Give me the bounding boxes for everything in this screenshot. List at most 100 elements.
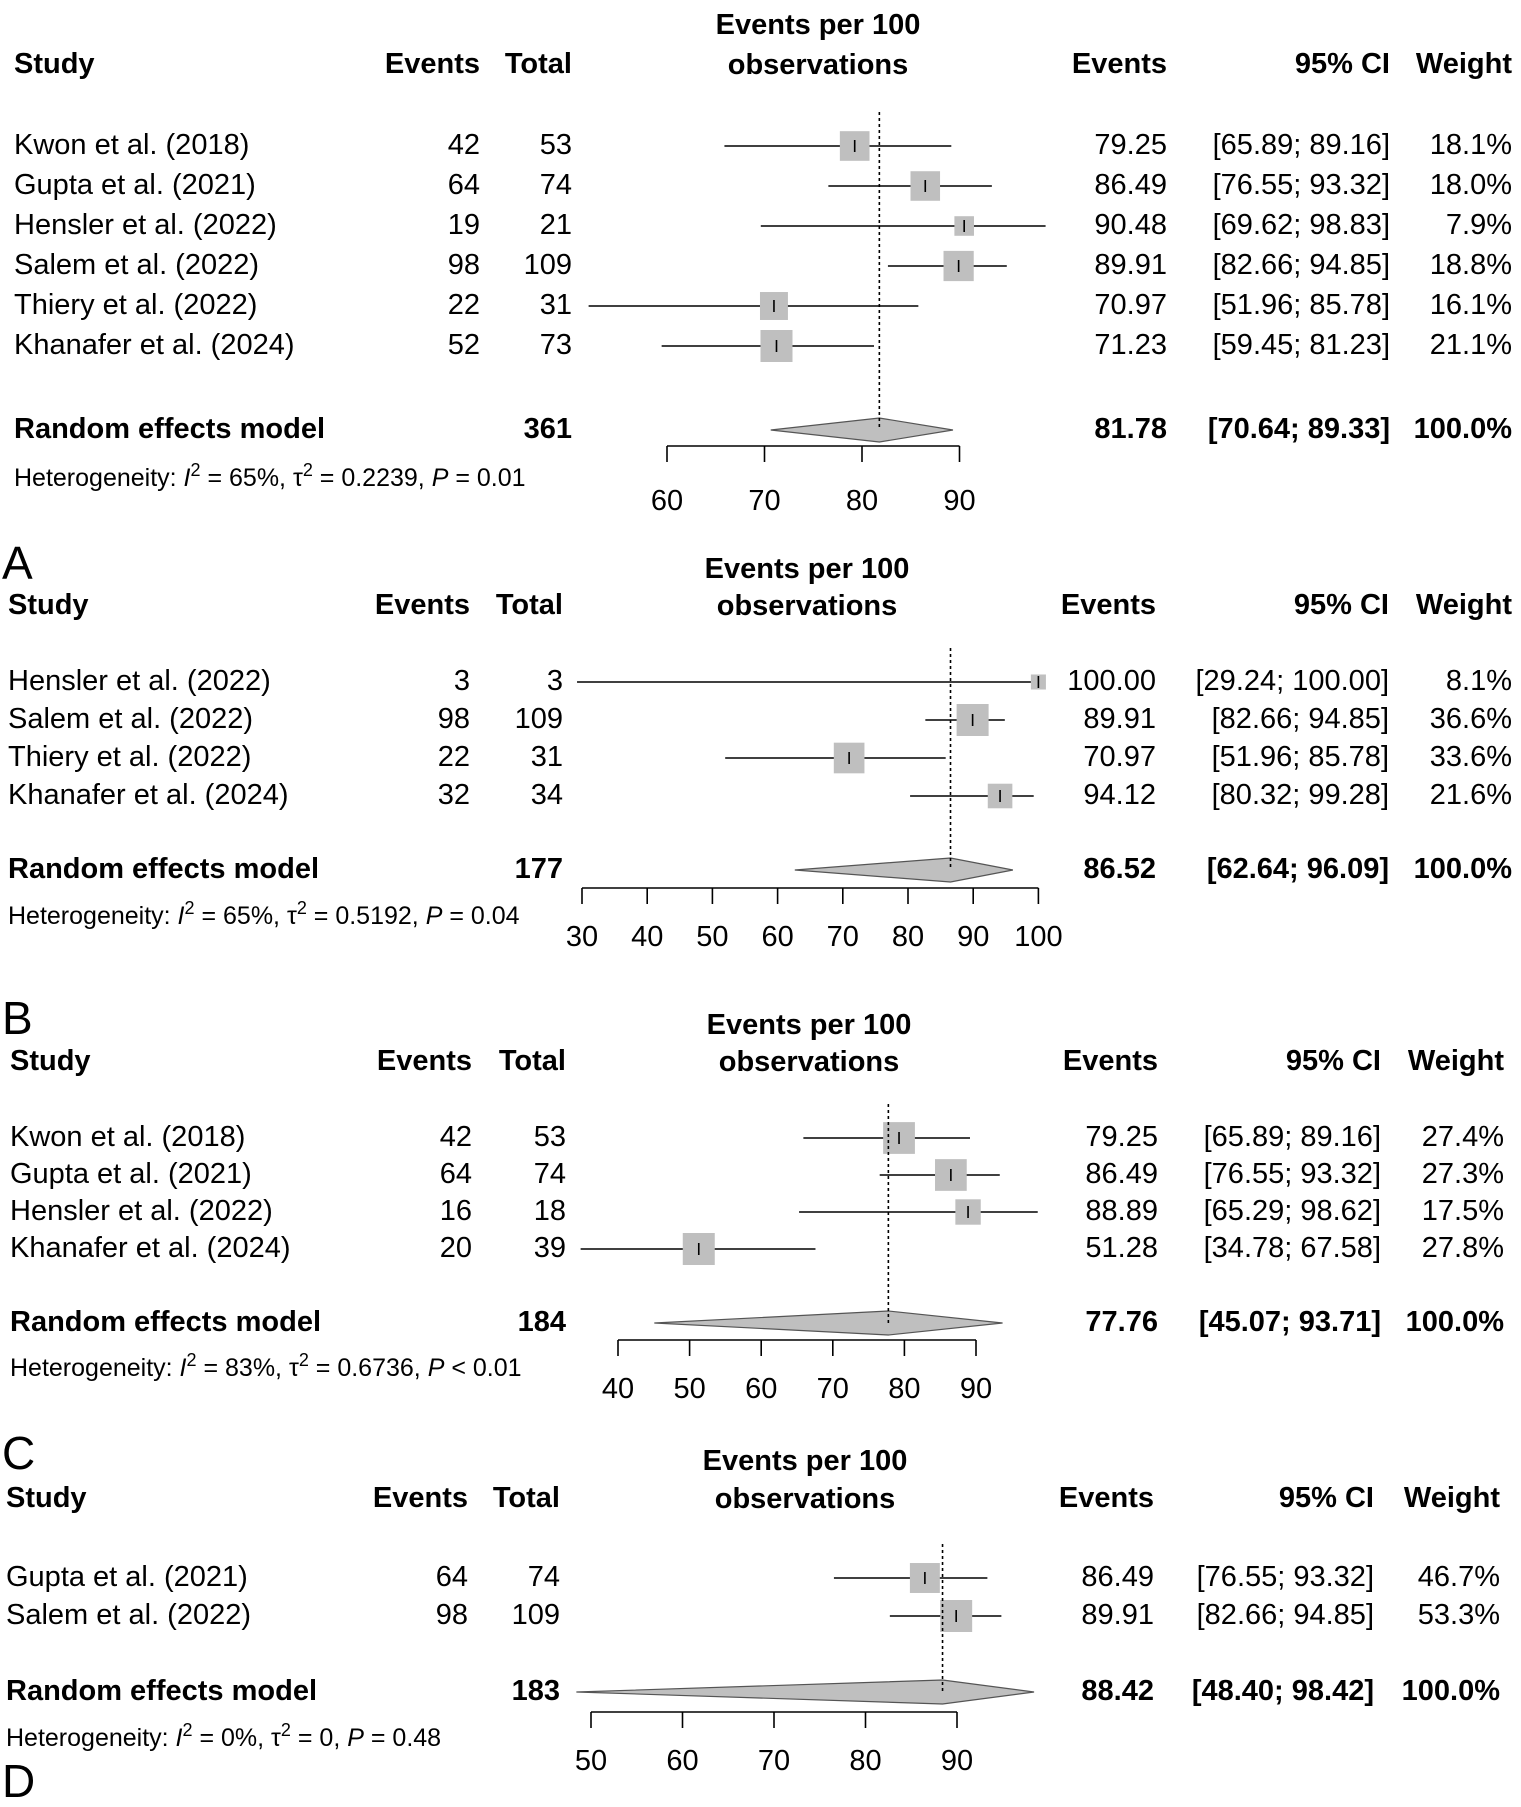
panel-label: C — [2, 1427, 36, 1479]
pooled-estimate: 86.52 — [1083, 853, 1156, 885]
pooled-name: Random effects model — [14, 413, 325, 445]
i2-symbol: I — [183, 464, 191, 492]
x-axis-tick-label: 60 — [666, 1745, 698, 1777]
i2-symbol: I — [177, 902, 185, 930]
study-total: 109 — [523, 249, 572, 281]
study-weight: 27.3% — [1421, 1158, 1504, 1190]
study-ci: [59.45; 81.23] — [1212, 329, 1390, 361]
panel-3-plot-title-line1: Events per 100 — [706, 1009, 912, 1041]
i2-symbol: I — [175, 1724, 183, 1752]
p-value: < 0.01 — [444, 1354, 522, 1382]
pooled-name: Random effects model — [8, 853, 319, 885]
pooled-weight: 100.0% — [1401, 1675, 1500, 1707]
study-name: Gupta et al. (2021) — [10, 1158, 252, 1190]
pooled-weight: 100.0% — [1413, 853, 1512, 885]
panel-3-header-weight: Weight — [1407, 1045, 1504, 1077]
x-axis-tick-label: 50 — [696, 921, 728, 953]
study-events: 22 — [447, 289, 480, 321]
study-events: 16 — [439, 1195, 472, 1227]
study-total: 109 — [511, 1599, 560, 1631]
study-events: 98 — [437, 703, 470, 735]
heterogeneity-text: Heterogeneity: I2 = 83%, τ2 = 0.6736, P … — [10, 1351, 522, 1381]
study-name: Khanafer et al. (2024) — [14, 329, 295, 361]
study-name: Gupta et al. (2021) — [6, 1561, 248, 1593]
study-estimate: 86.49 — [1085, 1158, 1158, 1190]
pooled-total: 184 — [517, 1306, 566, 1338]
x-axis-tick-label: 90 — [960, 1373, 992, 1405]
study-events: 32 — [437, 779, 470, 811]
x-axis-tick-label: 60 — [761, 921, 793, 953]
pooled-estimate: 81.78 — [1094, 413, 1167, 445]
pooled-total: 183 — [511, 1675, 560, 1707]
panel-2-header-ci: 95% CI — [1293, 589, 1389, 621]
i2-value: = 83%, — [196, 1354, 289, 1382]
study-name: Thiery et al. (2022) — [14, 289, 258, 321]
tau-value: = 0.6736, — [308, 1354, 428, 1382]
panel-1-header-study: Study — [14, 48, 95, 80]
study-ci: [51.96; 85.78] — [1212, 289, 1390, 321]
panel-2-header-events-estimate: Events — [1060, 589, 1156, 621]
study-estimate: 88.89 — [1085, 1195, 1158, 1227]
heterogeneity-text: Heterogeneity: I2 = 65%, τ2 = 0.2239, P … — [14, 461, 526, 491]
i2-value: = 0%, — [192, 1724, 272, 1752]
study-ci: [76.55; 93.32] — [1196, 1561, 1374, 1593]
panel-1-header-weight: Weight — [1415, 48, 1512, 80]
tau-value: = 0, — [290, 1724, 348, 1752]
panel-2-header-events: Events — [374, 589, 470, 621]
p-symbol: P — [431, 464, 449, 492]
i2-value: = 65%, — [194, 902, 287, 930]
study-name: Khanafer et al. (2024) — [8, 779, 289, 811]
study-total: 53 — [539, 129, 572, 161]
study-ci: [82.66; 94.85] — [1196, 1599, 1374, 1631]
x-axis-tick-label: 70 — [748, 485, 780, 517]
study-events: 42 — [439, 1121, 472, 1153]
study-weight: 27.8% — [1421, 1232, 1504, 1264]
study-events: 20 — [439, 1232, 472, 1264]
x-axis-tick-label: 90 — [943, 485, 975, 517]
study-weight: 16.1% — [1429, 289, 1512, 321]
heterogeneity-prefix: Heterogeneity: — [14, 464, 184, 492]
study-weight: 27.4% — [1421, 1121, 1504, 1153]
study-weight: 7.9% — [1445, 209, 1512, 241]
pooled-name: Random effects model — [10, 1306, 321, 1338]
study-estimate: 71.23 — [1094, 329, 1167, 361]
tau-value: = 0.2239, — [312, 464, 432, 492]
tau-exponent: 2 — [280, 1720, 291, 1740]
study-events: 98 — [447, 249, 480, 281]
study-name: Gupta et al. (2021) — [14, 169, 256, 201]
pooled-ci: [70.64; 89.33] — [1207, 413, 1390, 445]
pooled-name: Random effects model — [6, 1675, 317, 1707]
study-total: 31 — [530, 741, 563, 773]
x-axis-tick-label: 80 — [846, 485, 878, 517]
panel-4-header-weight: Weight — [1403, 1482, 1500, 1514]
heterogeneity-prefix: Heterogeneity: — [10, 1354, 180, 1382]
panel-2-header-total: Total — [495, 589, 563, 621]
study-weight: 21.6% — [1429, 779, 1512, 811]
panel-label: D — [2, 1755, 36, 1807]
study-estimate: 70.97 — [1083, 741, 1156, 773]
panel-2-header-weight: Weight — [1415, 589, 1512, 621]
study-name: Kwon et al. (2018) — [10, 1121, 246, 1153]
panel-1-plot-title-line1: Events per 100 — [715, 9, 921, 41]
pooled-weight: 100.0% — [1405, 1306, 1504, 1338]
panel-4-plot-title-line2: observations — [714, 1483, 896, 1515]
panel-3-header-events-estimate: Events — [1062, 1045, 1158, 1077]
panel-1-header-events-estimate: Events — [1071, 48, 1167, 80]
tau-value: = 0.5192, — [306, 902, 426, 930]
study-name: Salem et al. (2022) — [6, 1599, 252, 1631]
panel-3-header-study: Study — [10, 1045, 91, 1077]
tau-exponent: 2 — [298, 1350, 309, 1370]
p-value: = 0.01 — [448, 464, 526, 492]
study-total: 18 — [533, 1195, 566, 1227]
p-symbol: P — [427, 1354, 445, 1382]
panel-2-plot-title-line1: Events per 100 — [704, 553, 910, 585]
study-estimate: 51.28 — [1085, 1232, 1158, 1264]
pooled-diamond — [654, 1310, 1003, 1336]
study-total: 39 — [533, 1232, 566, 1264]
study-estimate: 89.91 — [1083, 703, 1156, 735]
panel-2-plot-title-line2: observations — [716, 590, 898, 622]
study-name: Kwon et al. (2018) — [14, 129, 250, 161]
study-ci: [76.55; 93.32] — [1212, 169, 1390, 201]
study-weight: 46.7% — [1417, 1561, 1500, 1593]
